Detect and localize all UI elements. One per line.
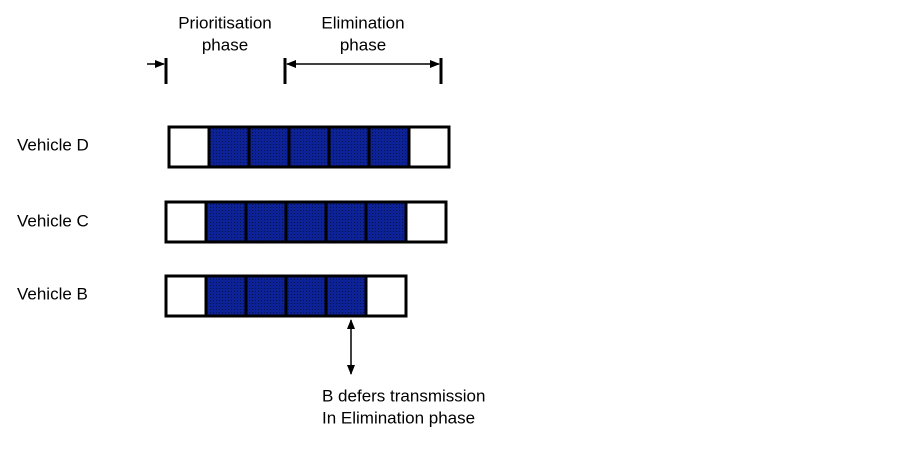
slot: [167, 125, 211, 169]
slot: [287, 125, 331, 169]
slot: [164, 200, 208, 244]
annotation: B defers transmission: [322, 386, 485, 405]
slot: [284, 200, 328, 244]
slot: [327, 125, 371, 169]
slot: [404, 200, 448, 244]
slot: [244, 200, 288, 244]
slot: [407, 125, 451, 169]
vehicle-label: Vehicle C: [17, 211, 89, 230]
slot: [284, 274, 328, 318]
phase-label: Elimination: [321, 13, 404, 32]
phase-label: phase: [340, 35, 386, 54]
slot: [247, 125, 291, 169]
slot: [364, 274, 408, 318]
slot: [367, 125, 411, 169]
phase-label: phase: [202, 35, 248, 54]
slot: [204, 274, 248, 318]
slot: [207, 125, 251, 169]
vehicle-label: Vehicle B: [17, 284, 88, 303]
slot: [164, 274, 208, 318]
slot: [364, 200, 408, 244]
slot: [324, 200, 368, 244]
vehicle-label: Vehicle D: [17, 135, 89, 154]
phase-markers: [164, 58, 443, 84]
slot-rows: [164, 125, 451, 318]
slot: [244, 274, 288, 318]
slot: [204, 200, 248, 244]
phase-label: Prioritisation: [178, 13, 272, 32]
annotation: In Elimination phase: [322, 408, 475, 427]
slot: [324, 274, 368, 318]
